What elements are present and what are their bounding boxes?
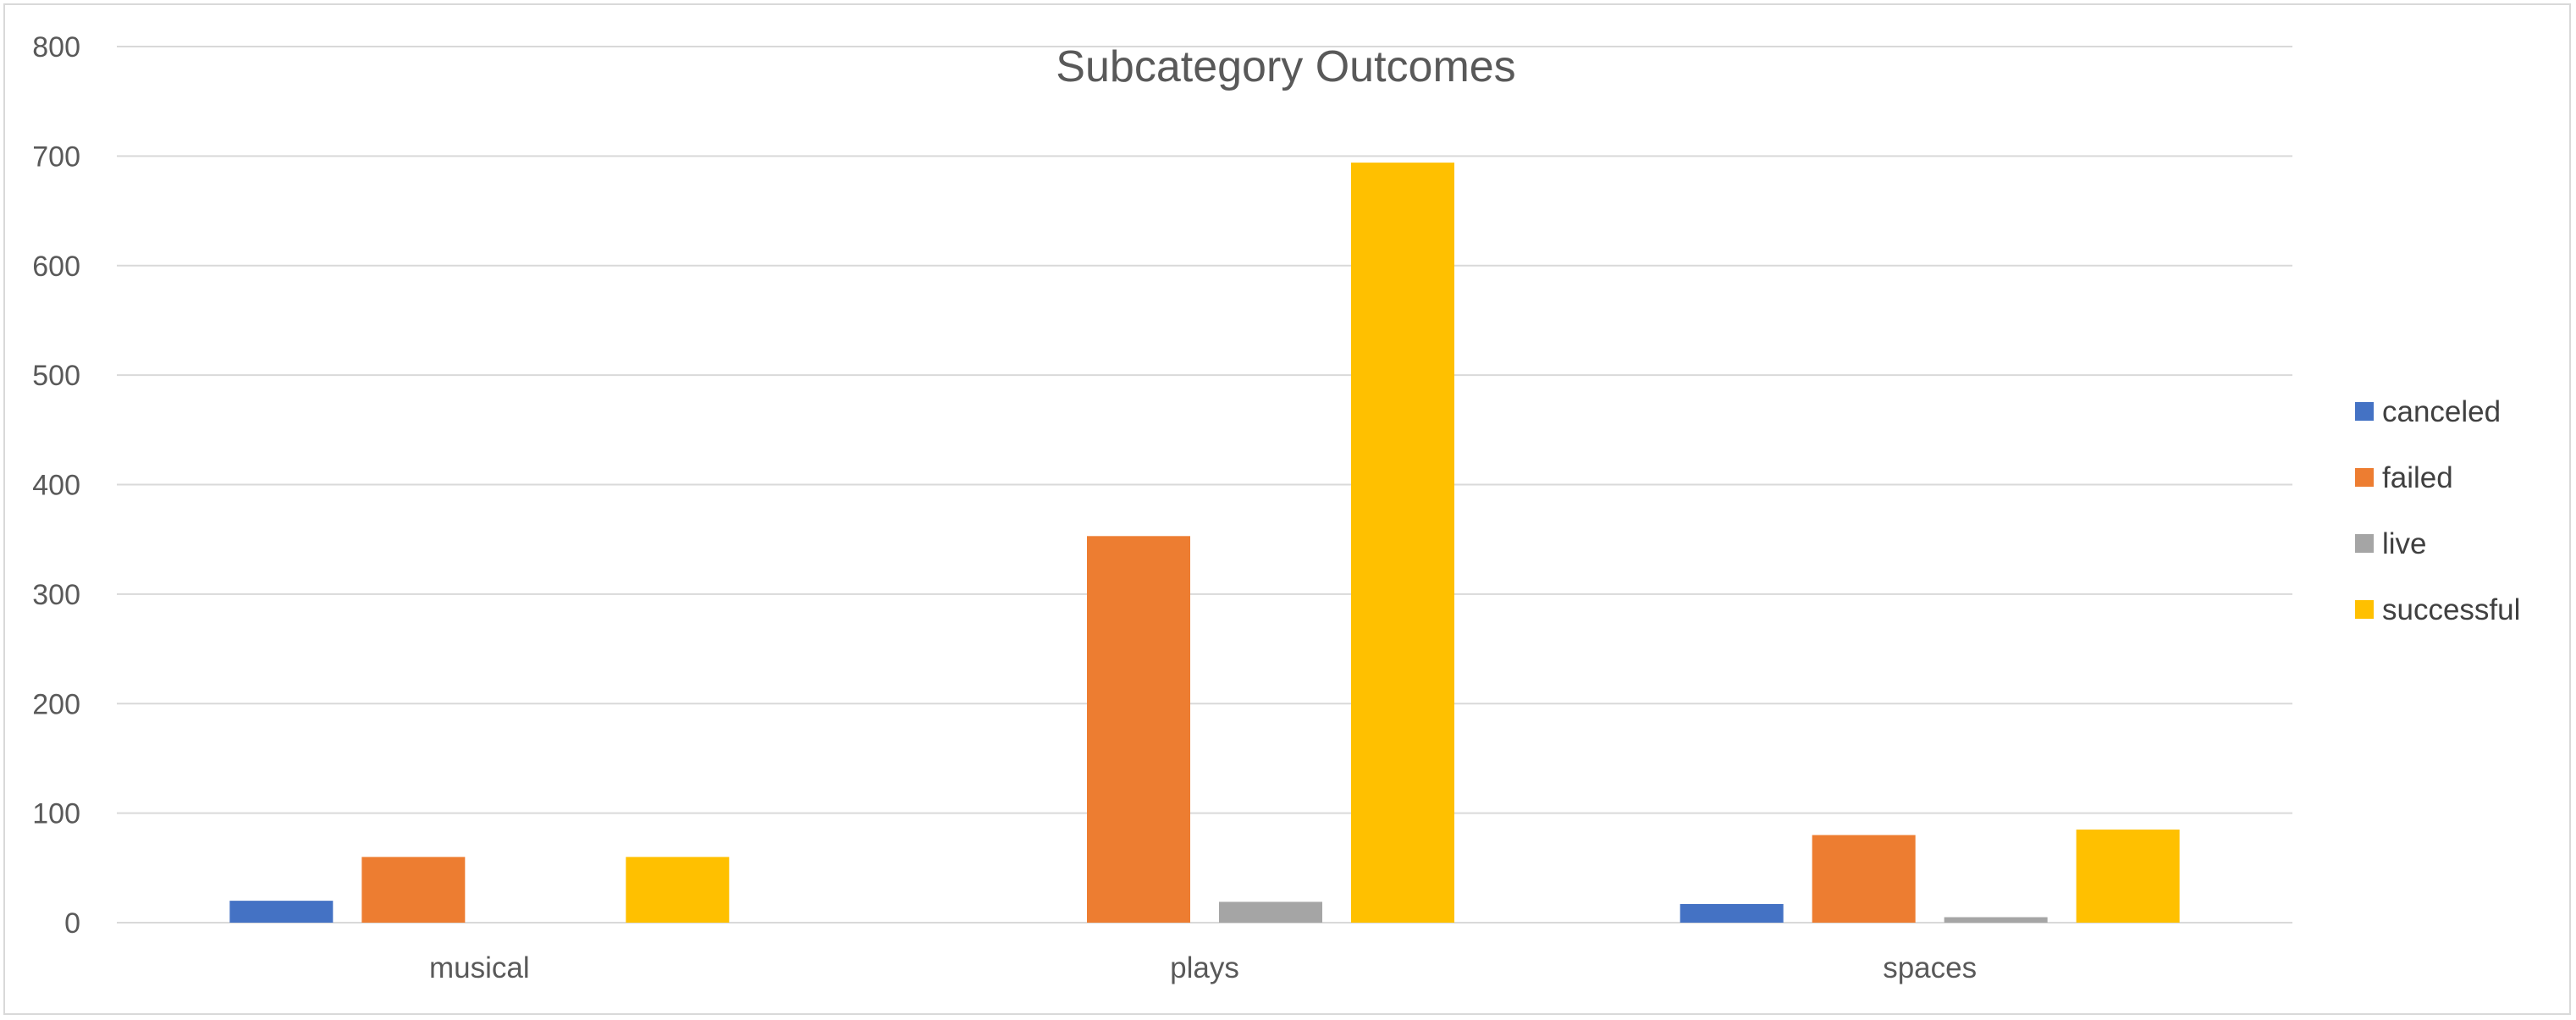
bar-failed-musical: [361, 857, 466, 923]
bars: [229, 163, 2180, 923]
y-tick-label: 200: [32, 688, 80, 720]
legend-label-live: live: [2382, 527, 2427, 560]
y-axis-ticks: 0 100 200 300 400 500 600 700 800: [32, 31, 80, 940]
y-tick-label: 100: [32, 798, 80, 830]
bar-successful-spaces: [2076, 830, 2180, 923]
bar-canceled-spaces: [1680, 904, 1784, 923]
legend-label-successful: successful: [2382, 593, 2520, 626]
bar-failed-spaces: [1812, 835, 1916, 923]
y-tick-label: 400: [32, 470, 80, 502]
y-tick-label: 300: [32, 579, 80, 611]
legend-swatch-live: [2355, 534, 2374, 553]
y-tick-label: 800: [32, 31, 80, 63]
bar-successful-musical: [626, 857, 730, 923]
bar-canceled-musical: [229, 901, 334, 923]
legend-label-canceled: canceled: [2382, 395, 2501, 428]
y-tick-label: 600: [32, 251, 80, 283]
legend-label-failed: failed: [2382, 461, 2453, 494]
category-label-spaces: spaces: [1883, 951, 1977, 984]
legend-swatch-canceled: [2355, 402, 2374, 421]
legend-swatch-successful: [2355, 600, 2374, 619]
bar-successful-plays: [1351, 163, 1454, 923]
y-tick-label: 500: [32, 360, 80, 392]
category-label-plays: plays: [1170, 951, 1239, 984]
y-tick-label: 700: [32, 141, 80, 173]
bar-live-plays: [1219, 901, 1322, 923]
category-label-musical: musical: [429, 951, 530, 984]
legend: canceled failed live successful: [2355, 395, 2520, 626]
y-tick-label: 0: [64, 907, 80, 940]
legend-swatch-failed: [2355, 468, 2374, 487]
bar-failed-plays: [1087, 536, 1190, 923]
x-axis-categories: musical plays spaces: [429, 951, 1977, 984]
chart-title: Subcategory Outcomes: [1056, 42, 1515, 91]
gridlines: [117, 46, 2292, 924]
bar-live-spaces: [1944, 917, 2048, 923]
